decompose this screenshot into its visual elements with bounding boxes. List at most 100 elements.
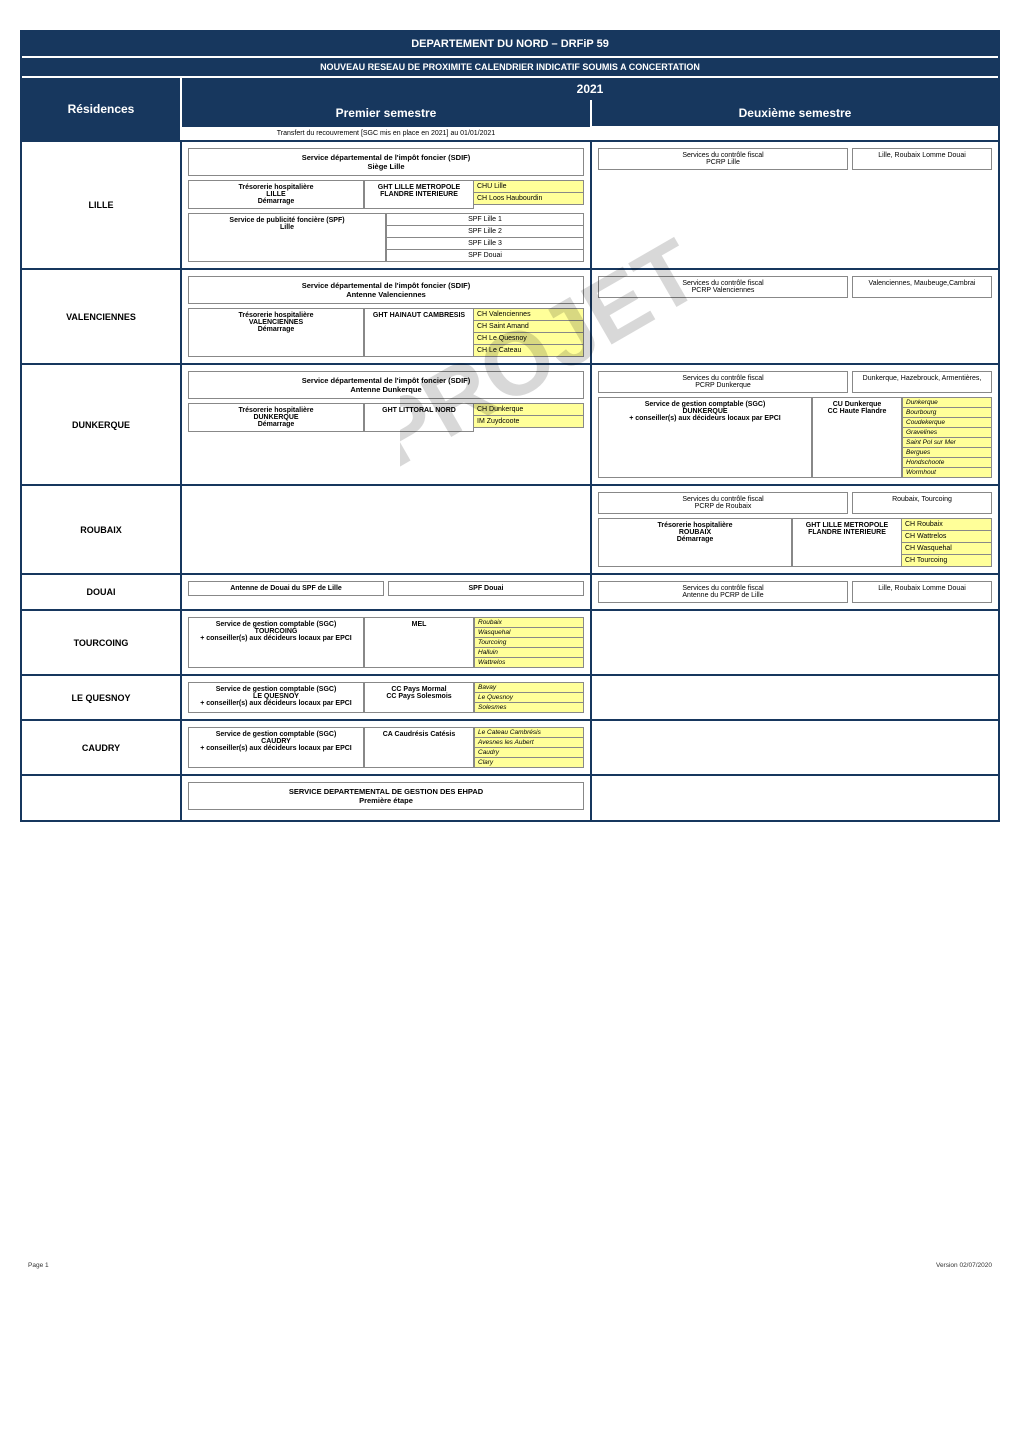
- label-lille: LILLE: [22, 142, 182, 268]
- caudry-communes: Le Cateau Cambrésis Avesnes les Aubert C…: [474, 727, 584, 768]
- ch-item: CH Dunkerque: [474, 403, 584, 416]
- sem2: Deuxième semestre: [590, 100, 998, 126]
- lille-sem1: Service départemental de l'impôt foncier…: [182, 142, 590, 268]
- commune: Clary: [474, 758, 584, 768]
- transfer-note: Transfert du recouvrement [SGC mis en pl…: [182, 126, 590, 140]
- row-lille: LILLE Service départemental de l'impôt f…: [22, 140, 998, 268]
- dk-ctrl-zone: Dunkerque, Hazebrouck, Armentières,: [852, 371, 992, 393]
- lille-ctrl-zone: Lille, Roubaix Lomme Douai: [852, 148, 992, 170]
- row-tourcoing: TOURCOING Service de gestion comptable (…: [22, 609, 998, 674]
- outer-frame: DEPARTEMENT DU NORD – DRFiP 59 NOUVEAU R…: [20, 30, 1000, 822]
- douai-sem1: Antenne de Douai du SPF de Lille SPF Dou…: [182, 575, 590, 609]
- commune: Tourcoing: [474, 638, 584, 648]
- trc-epci: MEL: [364, 617, 474, 668]
- trc-sgc: Service de gestion comptable (SGC) TOURC…: [188, 617, 364, 668]
- lille-ctrl: Services du contrôle fiscal PCRP Lille: [598, 148, 848, 170]
- lille-tresor: Trésorerie hospitalière LILLE Démarrage: [188, 180, 364, 209]
- caudry-epci: CA Caudrésis Catésis: [364, 727, 474, 768]
- commune: Bavay: [474, 682, 584, 693]
- lq-epci: CC Pays Mormal CC Pays Solesmois: [364, 682, 474, 713]
- lq-sem1: Service de gestion comptable (SGC) LE QU…: [182, 676, 590, 719]
- row-lequesnoy: LE QUESNOY Service de gestion comptable …: [22, 674, 998, 719]
- lq-communes: Bavay Le Quesnoy Solesmes: [474, 682, 584, 713]
- row-valenciennes: VALENCIENNES Service départemental de l'…: [22, 268, 998, 363]
- ehpad-sem2: [590, 776, 998, 820]
- header-grid: Résidences 2021 Premier semestre Deuxièm…: [22, 76, 998, 140]
- commune: Gravelines: [902, 428, 992, 438]
- commune: Le Cateau Cambrésis: [474, 727, 584, 738]
- main-title: DEPARTEMENT DU NORD – DRFiP 59: [22, 32, 998, 56]
- caudry-sgc: Service de gestion comptable (SGC) CAUDR…: [188, 727, 364, 768]
- dk-sgc: Service de gestion comptable (SGC) DUNKE…: [598, 397, 812, 478]
- douai-ctrl-zone: Lille, Roubaix Lomme Douai: [852, 581, 992, 603]
- page-wrap: PROJET DEPARTEMENT DU NORD – DRFiP 59 NO…: [20, 30, 1000, 1269]
- lille-spf-list: SPF Lille 1 SPF Lille 2 SPF Lille 3 SPF …: [386, 213, 584, 262]
- val-tresor: Trésorerie hospitalière VALENCIENNES Dém…: [188, 308, 364, 357]
- commune: Coudekerque: [902, 418, 992, 428]
- dk-communes: Dunkerque Bourbourg Coudekerque Gravelin…: [902, 397, 992, 478]
- spf-item: SPF Lille 2: [386, 226, 584, 238]
- lq-sem2: [590, 676, 998, 719]
- label-lq: LE QUESNOY: [22, 676, 182, 719]
- ch-item: CH Wattrelos: [902, 531, 992, 543]
- lille-sdif: Service départemental de l'impôt foncier…: [188, 148, 584, 176]
- douai-sem2: Services du contrôle fiscal Antenne du P…: [590, 575, 998, 609]
- commune: Solesmes: [474, 703, 584, 713]
- subtitle: NOUVEAU RESEAU DE PROXIMITE CALENDRIER I…: [22, 56, 998, 76]
- rbx-ch-stack: CH Roubaix CH Wattrelos CH Wasquehal CH …: [902, 518, 992, 567]
- lille-chu-stack: CHU Lille CH Loos Haubourdin: [474, 180, 584, 209]
- rbx-tresor: Trésorerie hospitalière ROUBAIX Démarrag…: [598, 518, 792, 567]
- lille-sem2: Services du contrôle fiscal PCRP Lille L…: [590, 142, 998, 268]
- ch-item: CH Valenciennes: [474, 308, 584, 321]
- ch-item: CH Tourcoing: [902, 555, 992, 567]
- val-sdif: Service départemental de l'impôt foncier…: [188, 276, 584, 304]
- ch-item: CH Le Cateau: [474, 345, 584, 357]
- row-douai: DOUAI Antenne de Douai du SPF de Lille S…: [22, 573, 998, 609]
- dk-ctrl: Services du contrôle fiscal PCRP Dunkerq…: [598, 371, 848, 393]
- label-rbx: ROUBAIX: [22, 486, 182, 573]
- spf-item: SPF Lille 3: [386, 238, 584, 250]
- commune: Wasquehal: [474, 628, 584, 638]
- dk-ght: GHT LITTORAL NORD: [364, 403, 474, 432]
- commune: Dunkerque: [902, 397, 992, 408]
- caudry-sem2: [590, 721, 998, 774]
- label-dk: DUNKERQUE: [22, 365, 182, 484]
- ehpad-text: SERVICE DEPARTEMENTAL DE GESTION DES EHP…: [188, 782, 584, 810]
- val-ch-stack: CH Valenciennes CH Saint Amand CH Le Que…: [474, 308, 584, 357]
- rbx-ctrl-zone: Roubaix, Tourcoing: [852, 492, 992, 514]
- row-caudry: CAUDRY Service de gestion comptable (SGC…: [22, 719, 998, 774]
- commune: Avesnes les Aubert: [474, 738, 584, 748]
- val-ght: GHT HAINAUT CAMBRESIS: [364, 308, 474, 357]
- ch-item: CH Saint Amand: [474, 321, 584, 333]
- trc-sem1: Service de gestion comptable (SGC) TOURC…: [182, 611, 590, 674]
- residences-label: Résidences: [22, 76, 182, 140]
- transfer-row: Transfert du recouvrement [SGC mis en pl…: [182, 126, 998, 140]
- sem1: Premier semestre: [182, 100, 590, 126]
- ch-item: CH Wasquehal: [902, 543, 992, 555]
- label-caudry: CAUDRY: [22, 721, 182, 774]
- douai-ctrl: Services du contrôle fiscal Antenne du P…: [598, 581, 848, 603]
- label-ehpad: [22, 776, 182, 820]
- dk-sdif: Service départemental de l'impôt foncier…: [188, 371, 584, 399]
- commune: Halluin: [474, 648, 584, 658]
- dk-sem2: Services du contrôle fiscal PCRP Dunkerq…: [590, 365, 998, 484]
- lille-spf-label: Service de publicité foncière (SPF) Lill…: [188, 213, 386, 262]
- commune: Le Quesnoy: [474, 693, 584, 703]
- footer: Page 1 Version 02/07/2020: [20, 1262, 1000, 1269]
- ehpad-sem1: SERVICE DEPARTEMENTAL DE GESTION DES EHP…: [182, 776, 590, 820]
- rbx-sem2: Services du contrôle fiscal PCRP de Roub…: [590, 486, 998, 573]
- trc-communes: Roubaix Wasquehal Tourcoing Halluin Watt…: [474, 617, 584, 668]
- commune: Hondschoote: [902, 458, 992, 468]
- row-dunkerque: DUNKERQUE Service départemental de l'imp…: [22, 363, 998, 484]
- trc-sem2: [590, 611, 998, 674]
- ch-item: IM Zuydcoote: [474, 416, 584, 428]
- dk-epci: CU Dunkerque CC Haute Flandre: [812, 397, 902, 478]
- douai-antenne: Antenne de Douai du SPF de Lille: [188, 581, 384, 596]
- val-sem1: Service départemental de l'impôt foncier…: [182, 270, 590, 363]
- footer-version: Version 02/07/2020: [936, 1262, 992, 1269]
- label-douai: DOUAI: [22, 575, 182, 609]
- commune: Roubaix: [474, 617, 584, 628]
- commune: Wattrelos: [474, 658, 584, 668]
- commune: Caudry: [474, 748, 584, 758]
- row-roubaix: ROUBAIX Services du contrôle fiscal PCRP…: [22, 484, 998, 573]
